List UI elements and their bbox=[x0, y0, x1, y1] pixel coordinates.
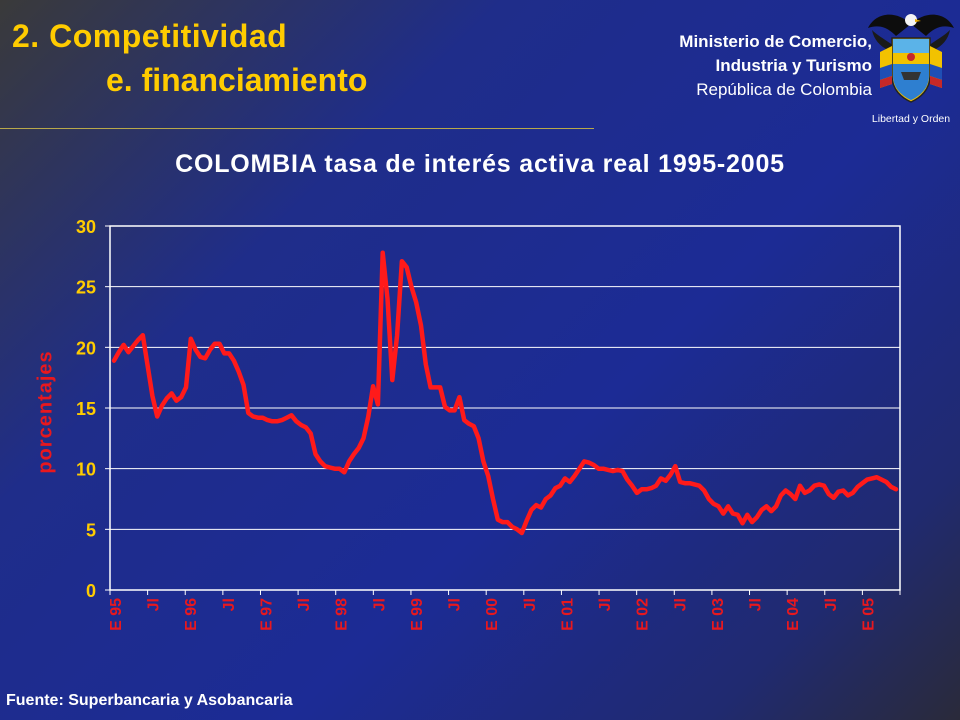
x-tick-label: E 03 bbox=[710, 598, 727, 631]
ministry-name-line1: Ministerio de Comercio, bbox=[679, 32, 872, 51]
coat-of-arms-icon: Libertad y Orden bbox=[868, 14, 954, 125]
y-tick-label: 20 bbox=[76, 338, 96, 358]
x-tick-label: E 98 bbox=[334, 598, 351, 631]
x-tick-label: Jl bbox=[371, 598, 388, 611]
x-tick-label: E 96 bbox=[183, 598, 200, 631]
x-tick-label: Jl bbox=[522, 598, 539, 611]
x-tick-label: E 97 bbox=[258, 598, 275, 631]
grid-lines bbox=[110, 286, 900, 530]
slide-subtitle: e. financiamiento bbox=[106, 62, 368, 98]
x-tick-label: Jl bbox=[447, 598, 464, 611]
y-axis-ticks: 0 5 10 15 20 25 30 bbox=[76, 217, 110, 601]
y-tick-label: 0 bbox=[86, 581, 96, 601]
y-tick-label: 30 bbox=[76, 217, 96, 237]
x-tick-label: E 05 bbox=[860, 598, 877, 631]
ministry-country: República de Colombia bbox=[696, 80, 872, 99]
x-tick-label: Jl bbox=[672, 598, 689, 611]
x-tick-label: Jl bbox=[296, 598, 313, 611]
x-axis-ticks: E 95 Jl E 96 Jl E 97 Jl E 98 Jl E 99 Jl E 00 Jl E 01… bbox=[108, 590, 901, 631]
slide-title: 2. Competitividad bbox=[12, 18, 288, 54]
y-tick-label: 5 bbox=[86, 520, 96, 540]
x-tick-label: Jl bbox=[146, 598, 163, 611]
ministry-block: Ministerio de Comercio, Industria y Turi… bbox=[679, 30, 872, 102]
y-tick-label: 25 bbox=[76, 278, 96, 298]
x-tick-label: Jl bbox=[221, 598, 238, 611]
y-tick-label: 15 bbox=[76, 399, 96, 419]
y-tick-label: 10 bbox=[76, 460, 96, 480]
chart-title: COLOMBIA tasa de interés activa real 199… bbox=[175, 150, 785, 178]
series-line-tasa-interes bbox=[111, 250, 899, 536]
x-tick-label: E 04 bbox=[785, 598, 802, 631]
emblem-motto: Libertad y Orden bbox=[872, 113, 950, 125]
x-tick-label: E 00 bbox=[484, 598, 501, 631]
header-divider bbox=[0, 128, 594, 129]
y-axis-label: porcentajes bbox=[34, 350, 57, 474]
x-tick-label: E 01 bbox=[559, 598, 576, 631]
x-tick-label: E 95 bbox=[108, 598, 125, 631]
x-tick-label: E 02 bbox=[635, 598, 652, 631]
x-tick-label: Jl bbox=[748, 598, 765, 611]
x-tick-label: E 99 bbox=[409, 598, 426, 631]
ministry-name-line2: Industria y Turismo bbox=[715, 56, 873, 75]
x-tick-label: Jl bbox=[823, 598, 840, 611]
x-tick-label: Jl bbox=[597, 598, 614, 611]
source-note: Fuente: Superbancaria y Asobancaria bbox=[6, 692, 293, 709]
